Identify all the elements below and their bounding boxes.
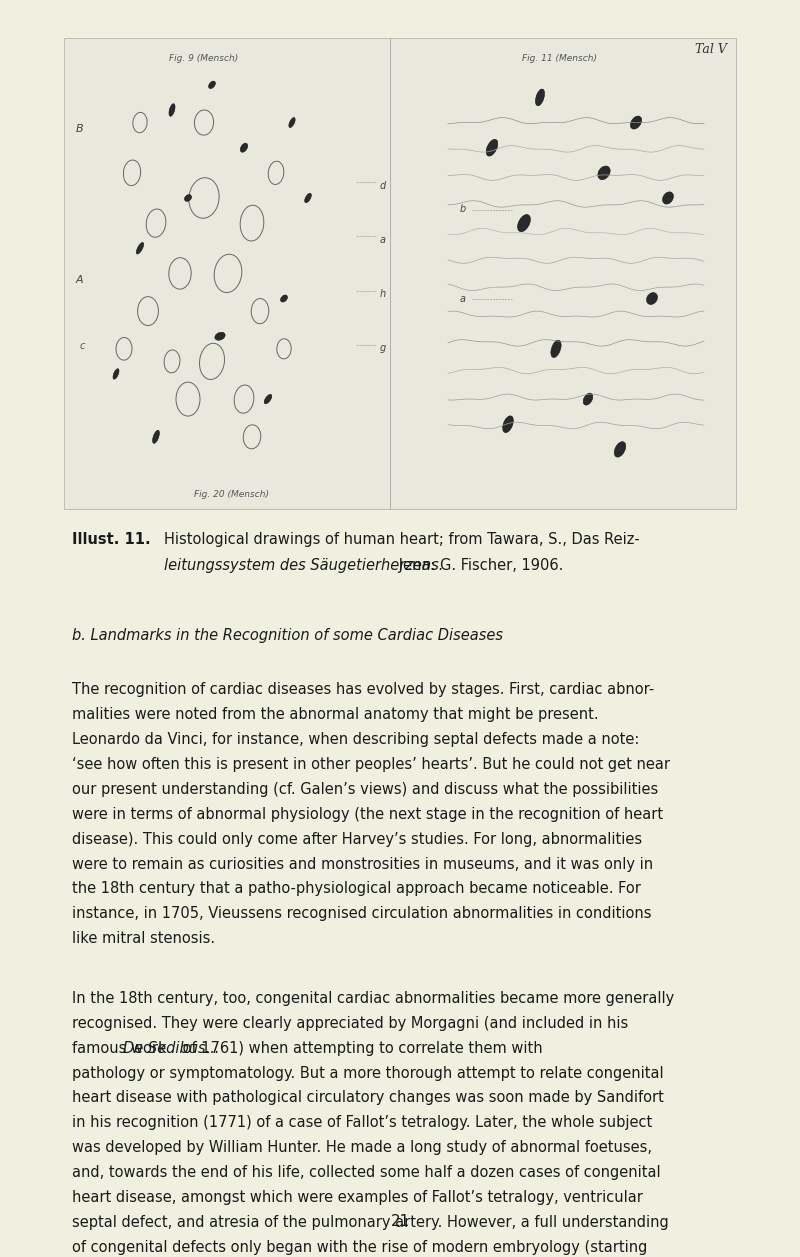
Ellipse shape: [646, 293, 658, 304]
Text: Leonardo da Vinci, for instance, when describing septal defects made a note:: Leonardo da Vinci, for instance, when de…: [72, 732, 639, 747]
Ellipse shape: [598, 166, 610, 180]
Text: ‘see how often this is present in other peoples’ hearts’. But he could not get n: ‘see how often this is present in other …: [72, 757, 670, 772]
Text: 21: 21: [390, 1214, 410, 1229]
Text: the 18th century that a patho-physiological approach became noticeable. For: the 18th century that a patho-physiologi…: [72, 881, 641, 896]
Text: a: a: [460, 294, 466, 304]
Ellipse shape: [215, 332, 225, 341]
Text: our present understanding (cf. Galen’s views) and discuss what the possibilities: our present understanding (cf. Galen’s v…: [72, 782, 658, 797]
Text: h: h: [380, 289, 386, 299]
Text: were to remain as curiosities and monstrosities in museums, and it was only in: were to remain as curiosities and monstr…: [72, 856, 653, 871]
Text: leitungssystem des Säugetierherzens.: leitungssystem des Säugetierherzens.: [164, 558, 443, 573]
Ellipse shape: [614, 441, 626, 458]
Text: heart disease with pathological circulatory changes was soon made by Sandifort: heart disease with pathological circulat…: [72, 1091, 664, 1105]
Ellipse shape: [502, 416, 514, 432]
Text: famous work: famous work: [72, 1041, 171, 1056]
Ellipse shape: [136, 243, 144, 254]
Text: b: b: [460, 204, 466, 214]
Text: a: a: [380, 235, 386, 245]
Text: were in terms of abnormal physiology (the next stage in the recognition of heart: were in terms of abnormal physiology (th…: [72, 807, 663, 822]
Text: heart disease, amongst which were examples of Fallot’s tetralogy, ventricular: heart disease, amongst which were exampl…: [72, 1190, 643, 1205]
Text: The recognition of cardiac diseases has evolved by stages. First, cardiac abnor-: The recognition of cardiac diseases has …: [72, 683, 654, 698]
Ellipse shape: [305, 194, 311, 202]
Text: De Sedibus...: De Sedibus...: [122, 1041, 219, 1056]
Ellipse shape: [289, 118, 295, 127]
Text: Histological drawings of human heart; from Tawara, S., Das Reiz-: Histological drawings of human heart; fr…: [164, 532, 640, 547]
Ellipse shape: [535, 89, 545, 106]
Text: was developed by William Hunter. He made a long study of abnormal foetuses,: was developed by William Hunter. He made…: [72, 1140, 652, 1155]
Text: instance, in 1705, Vieussens recognised circulation abnormalities in conditions: instance, in 1705, Vieussens recognised …: [72, 906, 651, 921]
Text: in his recognition (1771) of a case of Fallot’s tetralogy. Later, the whole subj: in his recognition (1771) of a case of F…: [72, 1115, 652, 1130]
Ellipse shape: [583, 393, 593, 405]
Text: pathology or symptomatology. But a more thorough attempt to relate congenital: pathology or symptomatology. But a more …: [72, 1066, 664, 1081]
Ellipse shape: [518, 215, 530, 231]
FancyBboxPatch shape: [64, 38, 736, 509]
Text: disease). This could only come after Harvey’s studies. For long, abnormalities: disease). This could only come after Har…: [72, 832, 642, 847]
Text: Fig. 20 (Mensch): Fig. 20 (Mensch): [194, 490, 270, 499]
Text: Fig. 9 (Mensch): Fig. 9 (Mensch): [170, 54, 238, 63]
Ellipse shape: [551, 341, 561, 357]
Ellipse shape: [486, 140, 498, 156]
Ellipse shape: [630, 116, 642, 129]
Text: A: A: [76, 275, 84, 285]
Text: and, towards the end of his life, collected some half a dozen cases of congenita: and, towards the end of his life, collec…: [72, 1165, 661, 1180]
Ellipse shape: [153, 430, 159, 444]
Ellipse shape: [240, 143, 248, 152]
Text: recognised. They were clearly appreciated by Morgagni (and included in his: recognised. They were clearly appreciate…: [72, 1016, 628, 1031]
Ellipse shape: [662, 192, 674, 204]
Text: Illust. 11.: Illust. 11.: [72, 532, 150, 547]
Ellipse shape: [264, 395, 272, 403]
Text: Jena: G. Fischer, 1906.: Jena: G. Fischer, 1906.: [394, 558, 563, 573]
Ellipse shape: [169, 104, 175, 116]
Text: Tal V: Tal V: [694, 43, 726, 55]
Text: B: B: [76, 124, 84, 134]
Text: of congenital defects only began with the rise of modern embryology (starting: of congenital defects only began with th…: [72, 1239, 647, 1254]
Text: g: g: [380, 343, 386, 353]
Text: Fig. 11 (Mensch): Fig. 11 (Mensch): [522, 54, 598, 63]
Text: b. Landmarks in the Recognition of some Cardiac Diseases: b. Landmarks in the Recognition of some …: [72, 627, 503, 642]
Text: of 1761) when attempting to correlate them with: of 1761) when attempting to correlate th…: [178, 1041, 542, 1056]
Text: In the 18th century, too, congenital cardiac abnormalities became more generally: In the 18th century, too, congenital car…: [72, 991, 674, 1006]
Text: septal defect, and atresia of the pulmonary artery. However, a full understandin: septal defect, and atresia of the pulmon…: [72, 1216, 669, 1229]
Ellipse shape: [185, 195, 191, 201]
Ellipse shape: [113, 368, 119, 380]
Ellipse shape: [209, 82, 215, 88]
Ellipse shape: [281, 295, 287, 302]
Text: c: c: [80, 341, 86, 351]
Text: malities were noted from the abnormal anatomy that might be present.: malities were noted from the abnormal an…: [72, 708, 598, 723]
Text: like mitral stenosis.: like mitral stenosis.: [72, 931, 215, 947]
Text: d: d: [380, 181, 386, 191]
